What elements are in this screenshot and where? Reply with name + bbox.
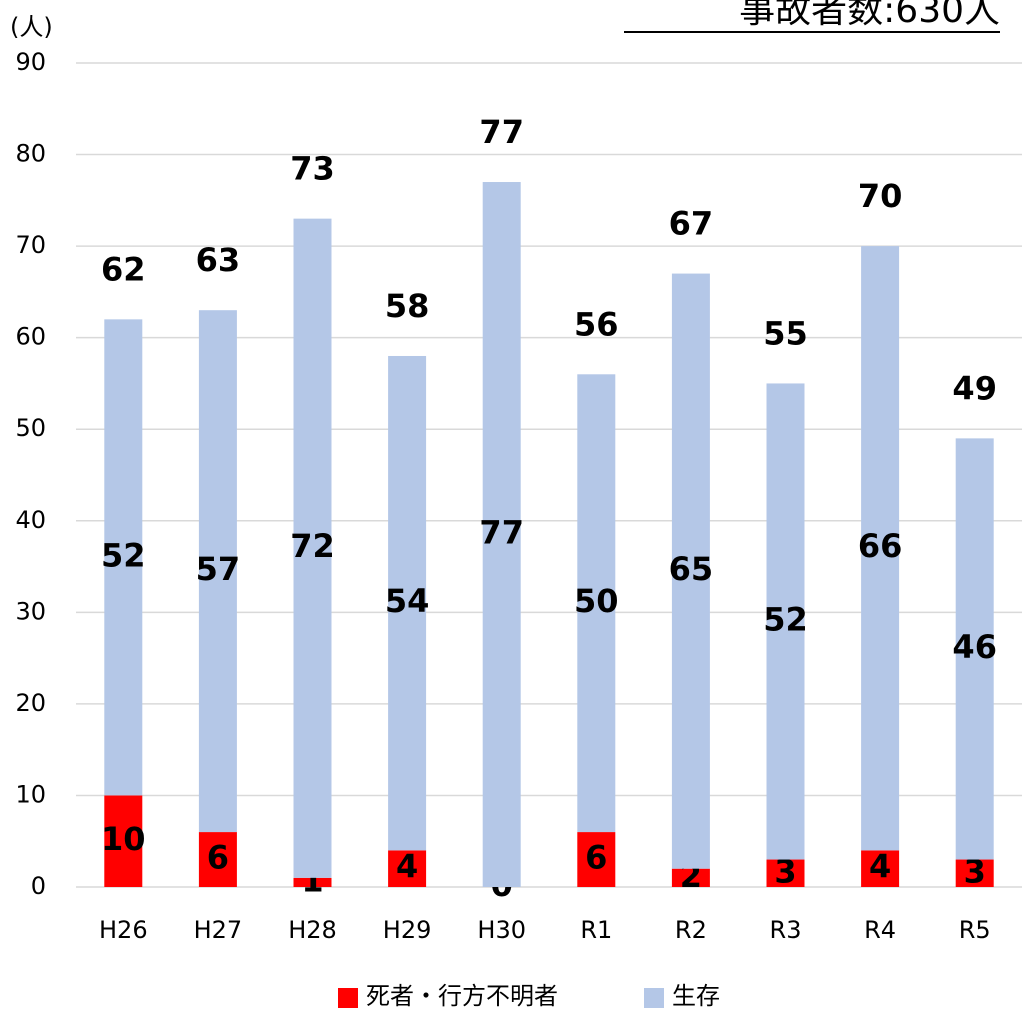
y-tick-label: 20 [15, 689, 46, 717]
bar-segment [198, 832, 237, 887]
legend-label: 死者・行方不明者 [366, 982, 558, 1010]
bar-segment [198, 310, 237, 833]
data-label: 46 [952, 628, 997, 666]
y-tick-label: 80 [15, 140, 46, 168]
data-label: 52 [101, 536, 146, 574]
bar-segment [955, 859, 994, 887]
data-label: 66 [858, 527, 903, 565]
bar-segment [104, 319, 143, 796]
bar-segment [955, 438, 994, 860]
x-tick-label: H26 [99, 916, 148, 944]
bar-segment [388, 355, 427, 851]
data-label: 4 [396, 848, 418, 886]
total-label: 63 [196, 241, 241, 279]
bar-segment [293, 218, 332, 878]
bar-segment [861, 246, 900, 851]
total-label: 73 [290, 150, 335, 188]
x-tick-label: R4 [864, 916, 896, 944]
total-label: 56 [574, 305, 619, 343]
x-tick-label: R3 [770, 916, 802, 944]
data-label: 57 [196, 550, 241, 588]
x-tick-label: R2 [675, 916, 707, 944]
bar-segment [293, 877, 332, 887]
total-label: 58 [385, 287, 430, 325]
total-label: 70 [858, 177, 903, 215]
y-tick-label: 30 [15, 597, 46, 625]
y-tick-label: 10 [15, 780, 46, 808]
bar-segment [671, 868, 710, 887]
total-label: 67 [669, 205, 714, 243]
bar-segment [104, 795, 143, 887]
x-tick-label: R1 [580, 916, 612, 944]
data-label: 72 [290, 527, 335, 565]
bar-segment [577, 832, 616, 887]
legend-swatch [338, 988, 358, 1008]
chart-title: 事故者数:630人 [739, 0, 1000, 31]
data-label: 50 [574, 582, 619, 620]
data-label: 3 [964, 852, 986, 890]
x-tick-label: H27 [194, 916, 243, 944]
data-label: 77 [479, 514, 524, 552]
data-label: 65 [669, 550, 714, 588]
bar-segment [766, 859, 805, 887]
total-label: 77 [479, 113, 524, 151]
bar-segment [577, 374, 616, 833]
y-tick-label: 50 [15, 414, 46, 442]
bar-segment [671, 273, 710, 869]
data-label: 4 [869, 848, 891, 886]
legend-label: 生存 [672, 982, 720, 1010]
y-tick-label: 70 [15, 231, 46, 259]
x-tick-label: H30 [477, 916, 526, 944]
bar-segment [482, 182, 521, 887]
bar-segment [861, 850, 900, 887]
y-axis-label: (人) [10, 13, 53, 41]
bar-segment [388, 850, 427, 887]
x-tick-label: R5 [959, 916, 991, 944]
data-label: 6 [585, 839, 607, 877]
data-label: 6 [207, 839, 229, 877]
data-label: 3 [774, 852, 796, 890]
y-tick-label: 90 [15, 48, 46, 76]
x-tick-label: H28 [288, 916, 337, 944]
total-label: 49 [952, 369, 997, 407]
y-tick-label: 60 [15, 323, 46, 351]
total-label: 55 [763, 314, 808, 352]
x-tick-label: H29 [383, 916, 432, 944]
data-label: 54 [385, 582, 430, 620]
data-label: 52 [763, 600, 808, 638]
bar-segment [766, 383, 805, 860]
data-label: 10 [101, 820, 146, 858]
legend-swatch [644, 988, 664, 1008]
total-label: 62 [101, 250, 146, 288]
y-tick-label: 40 [15, 506, 46, 534]
y-tick-label: 0 [31, 872, 46, 900]
